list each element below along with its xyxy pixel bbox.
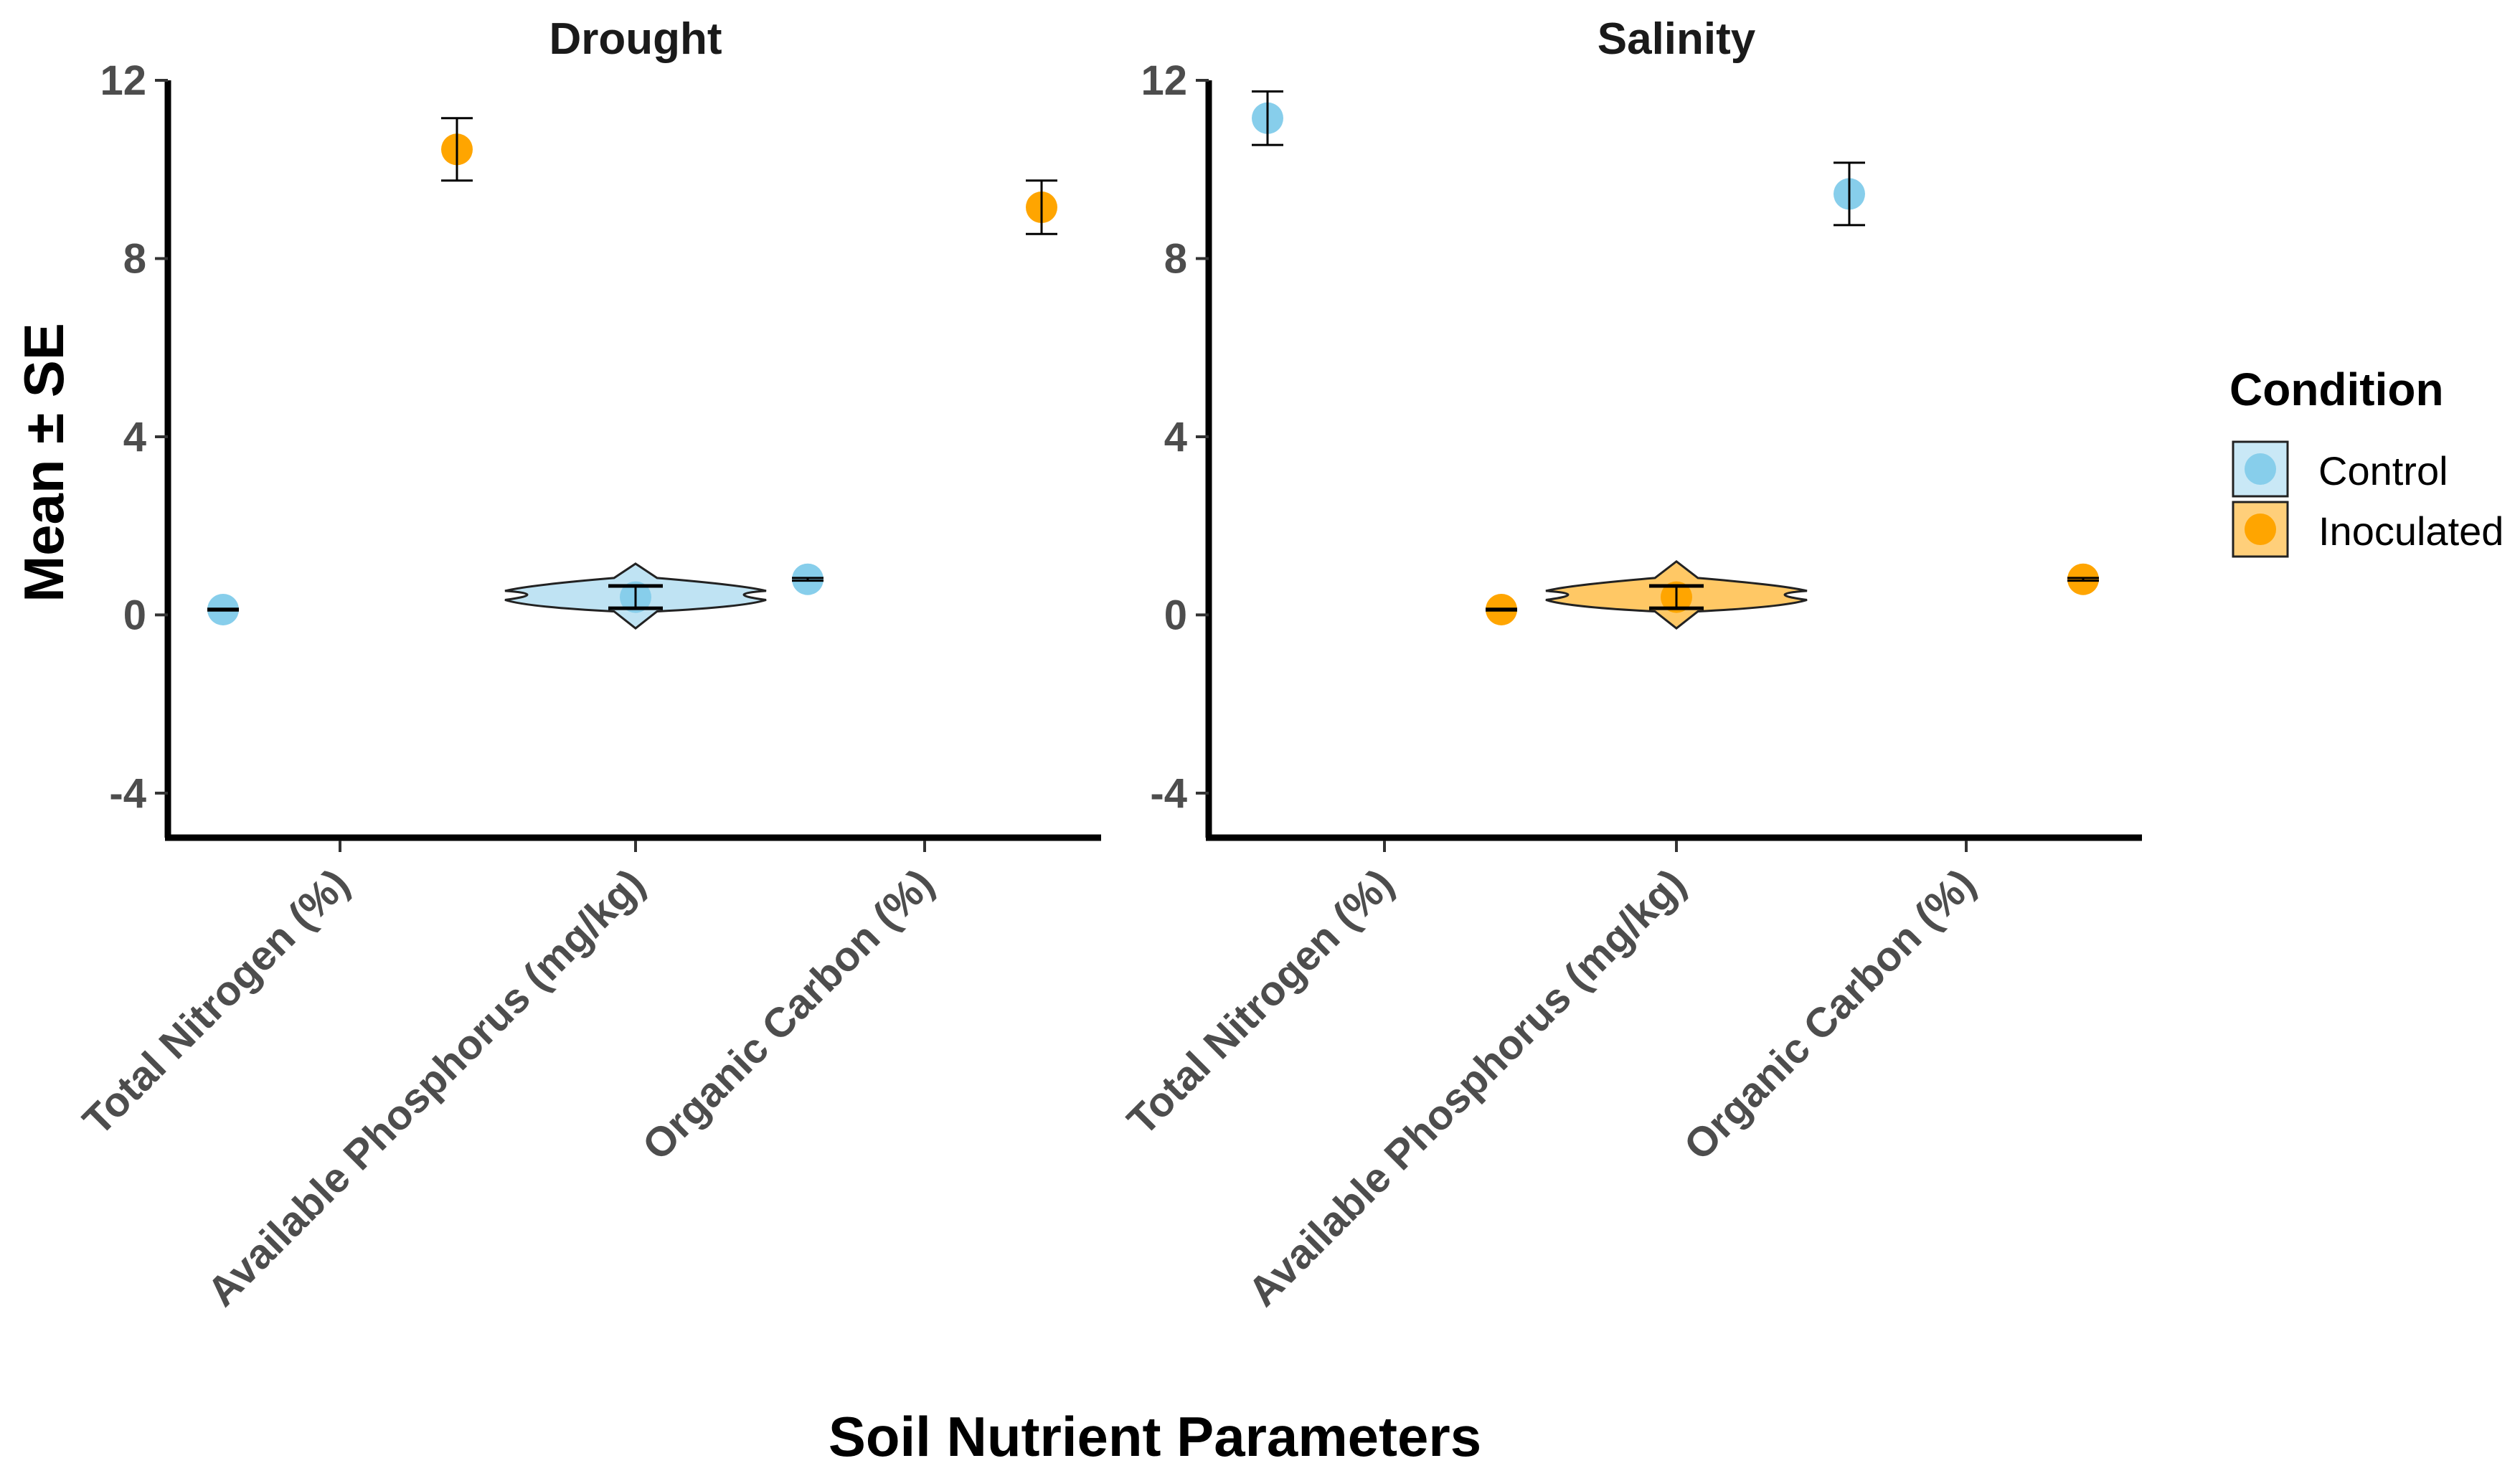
y-tick-label: 8 <box>1164 235 1187 282</box>
y-tick-label: 0 <box>123 592 146 638</box>
panel-title-drought: Drought <box>549 14 722 64</box>
legend-point-inoculated <box>2245 514 2276 545</box>
legend-label-inoculated: Inoculated <box>2318 508 2504 554</box>
y-tick-label: 4 <box>123 414 146 460</box>
y-tick-label: -4 <box>1150 770 1187 817</box>
y-tick-label: -4 <box>109 770 146 817</box>
y-tick-label: 12 <box>1141 57 1187 104</box>
y-tick-label: 8 <box>123 235 146 282</box>
x-axis-title: Soil Nutrient Parameters <box>829 1405 1481 1468</box>
legend: Condition Control Inoculated <box>2229 364 2504 558</box>
panel-title-salinity: Salinity <box>1598 14 1756 64</box>
y-tick-label: 4 <box>1164 414 1187 460</box>
y-tick-label: 12 <box>100 57 146 104</box>
legend-point-control <box>2245 453 2276 485</box>
y-tick-label: 0 <box>1164 592 1187 638</box>
legend-label-control: Control <box>2318 448 2448 493</box>
y-axis-title: Mean ± SE <box>12 323 75 602</box>
legend-title: Condition <box>2229 364 2444 415</box>
